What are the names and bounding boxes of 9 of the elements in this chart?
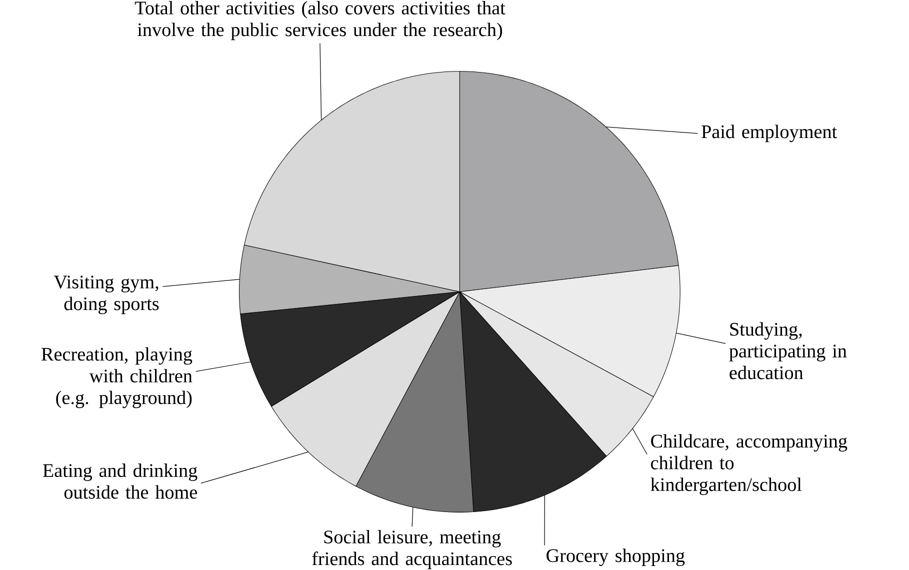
slice-label: Visiting gym, doing sports — [54, 276, 159, 314]
slice-label: Childcare, accompanying children to kindergarten/school — [650, 434, 848, 495]
slice-label: Paid employment — [702, 124, 838, 142]
slice-label: Studying, participating in education — [729, 322, 847, 380]
slice-label: Total other activities (also covers activities that involve the public services under the research) — [134, 0, 506, 40]
slice-label: Recreation, playing with children (e.g. playground) — [42, 347, 192, 408]
slice-label: Grocery shopping — [546, 548, 685, 566]
slice-label: Social leisure, meeting friends and acquaintances — [312, 530, 512, 570]
slice-label: Eating and drinking outside the home — [42, 463, 198, 499]
